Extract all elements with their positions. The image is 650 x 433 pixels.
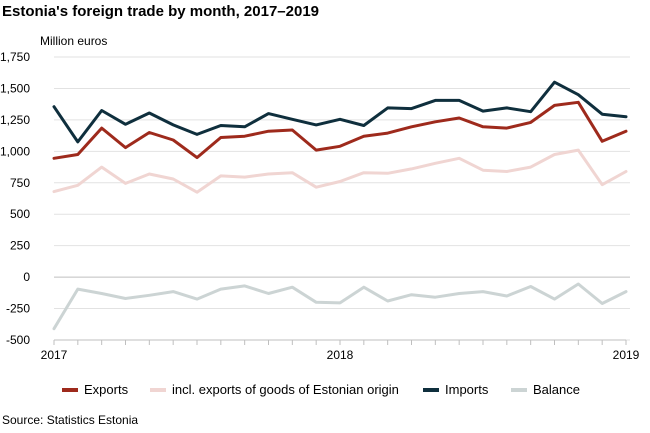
legend-swatch-estonian-origin (150, 387, 166, 392)
y-tick-label: 250 (10, 239, 30, 253)
x-tick-label: 2018 (327, 348, 354, 362)
y-tick-label: 750 (10, 176, 30, 190)
legend-item-estonian-origin: incl. exports of goods of Estonian origi… (150, 382, 399, 397)
legend-item-imports: Imports (423, 382, 488, 397)
legend-swatch-exports (62, 387, 78, 392)
legend-item-balance: Balance (511, 382, 580, 397)
legend-label-balance: Balance (533, 382, 580, 397)
y-tick-label: -500 (6, 333, 30, 347)
y-axis-unit-label: Million euros (40, 34, 108, 48)
legend-label-imports: Imports (445, 382, 489, 397)
y-axis-ticks: -500 -250 0 250 500 750 1,000 1,250 1,500 1,750 (0, 50, 30, 347)
legend-swatch-balance (511, 387, 527, 392)
series-lines (52, 80, 628, 331)
chart-title: Estonia's foreign trade by month, 2017–2… (2, 3, 320, 20)
series-line-0 (52, 100, 628, 160)
y-tick-label: 0 (23, 270, 30, 284)
legend-label-estonian-origin: incl. exports of goods of Estonian origi… (172, 382, 399, 397)
y-tick-label: 1,500 (0, 81, 30, 95)
y-tick-label: -250 (6, 302, 30, 316)
x-tick-label: 2017 (41, 348, 68, 362)
x-tick-label: 2019 (613, 348, 640, 362)
y-tick-label: 1,000 (0, 144, 30, 158)
source-note: Source: Statistics Estonia (2, 413, 139, 427)
legend-label-exports: Exports (84, 382, 129, 397)
line-chart: -500 -250 0 250 500 750 1,000 1,250 1,500 1,750 2… (0, 50, 640, 362)
y-tick-label: 1,250 (0, 113, 30, 127)
series-line-3 (52, 282, 628, 331)
y-tick-label: 500 (10, 207, 30, 221)
x-axis-ticks: 2017 2018 2019 (41, 339, 640, 362)
legend-item-exports: Exports (62, 382, 128, 397)
legend: Exports incl. exports of goods of Estoni… (0, 372, 650, 406)
legend-swatch-imports (423, 387, 439, 392)
y-tick-label: 1,750 (0, 50, 30, 64)
series-line-2 (52, 80, 628, 144)
series-line-1 (52, 148, 628, 194)
